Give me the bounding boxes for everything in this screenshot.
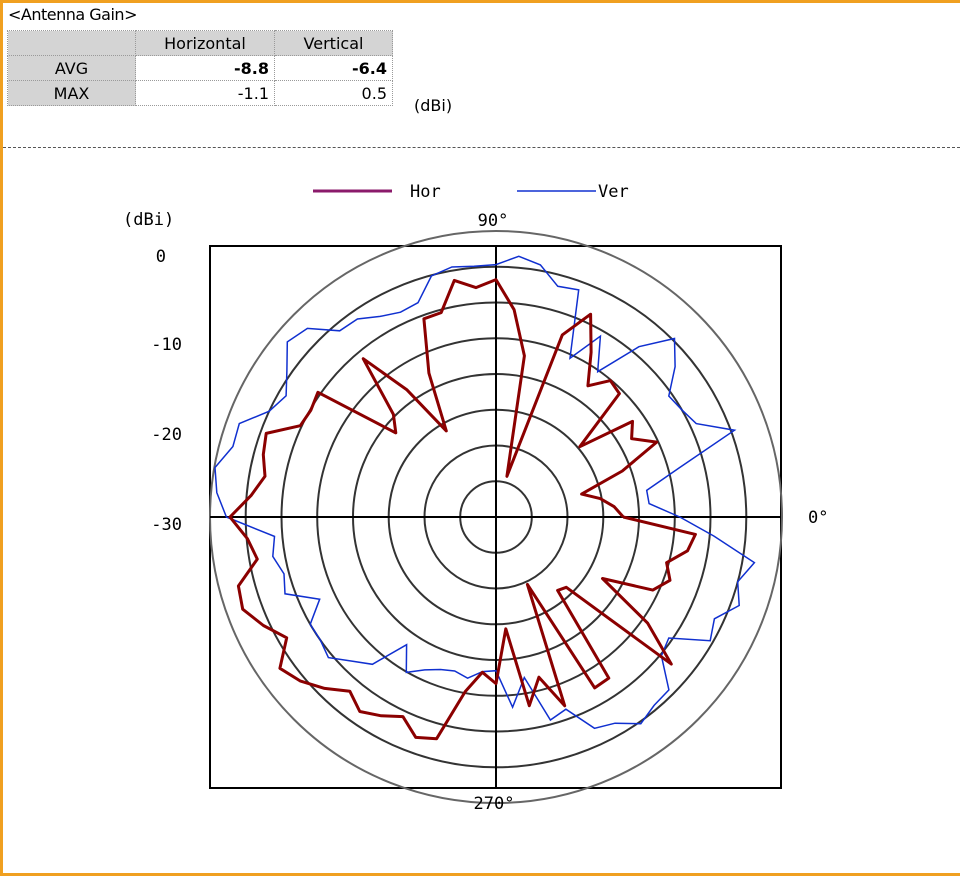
radial-tick-label: -20 [151, 425, 182, 445]
max-horizontal-value: -1.1 [135, 80, 275, 106]
table-row: MAX -1.1 0.5 [7, 80, 393, 106]
legend-hor-label: Hor [410, 182, 441, 202]
angle-label-270: 270° [474, 794, 515, 814]
polar-chart: Hor Ver (dBi) 90° 270° 0° 0 -10 -20 -30 [123, 182, 828, 814]
row-label: MAX [7, 80, 136, 106]
row-label: AVG [7, 55, 136, 81]
table-header-cell [7, 30, 136, 56]
avg-horizontal-value: -8.8 [135, 55, 275, 81]
radial-axis-label: (dBi) [123, 210, 174, 230]
section-divider [3, 147, 960, 148]
series-hor-line [228, 278, 697, 741]
table-row: AVG -8.8 -6.4 [7, 55, 393, 81]
radial-tick-label: -10 [151, 335, 182, 355]
avg-vertical-value: -6.4 [274, 55, 393, 81]
legend-ver-label: Ver [598, 182, 629, 202]
radial-tick-label: 0 [156, 247, 166, 267]
radial-tick-label: -30 [151, 515, 182, 535]
angle-label-0: 0° [808, 508, 828, 528]
page-title: <Antenna Gain> [8, 5, 137, 24]
table-header-row: Horizontal Vertical [7, 30, 393, 56]
antenna-gain-table: Horizontal Vertical AVG -8.8 -6.4 MAX -1… [7, 30, 393, 106]
table-header-cell: Vertical [274, 30, 393, 56]
angle-label-90: 90° [478, 211, 509, 231]
table-header-cell: Horizontal [135, 30, 275, 56]
max-vertical-value: 0.5 [274, 80, 393, 106]
table-unit: (dBi) [414, 96, 453, 115]
series-ver-line [214, 255, 756, 730]
